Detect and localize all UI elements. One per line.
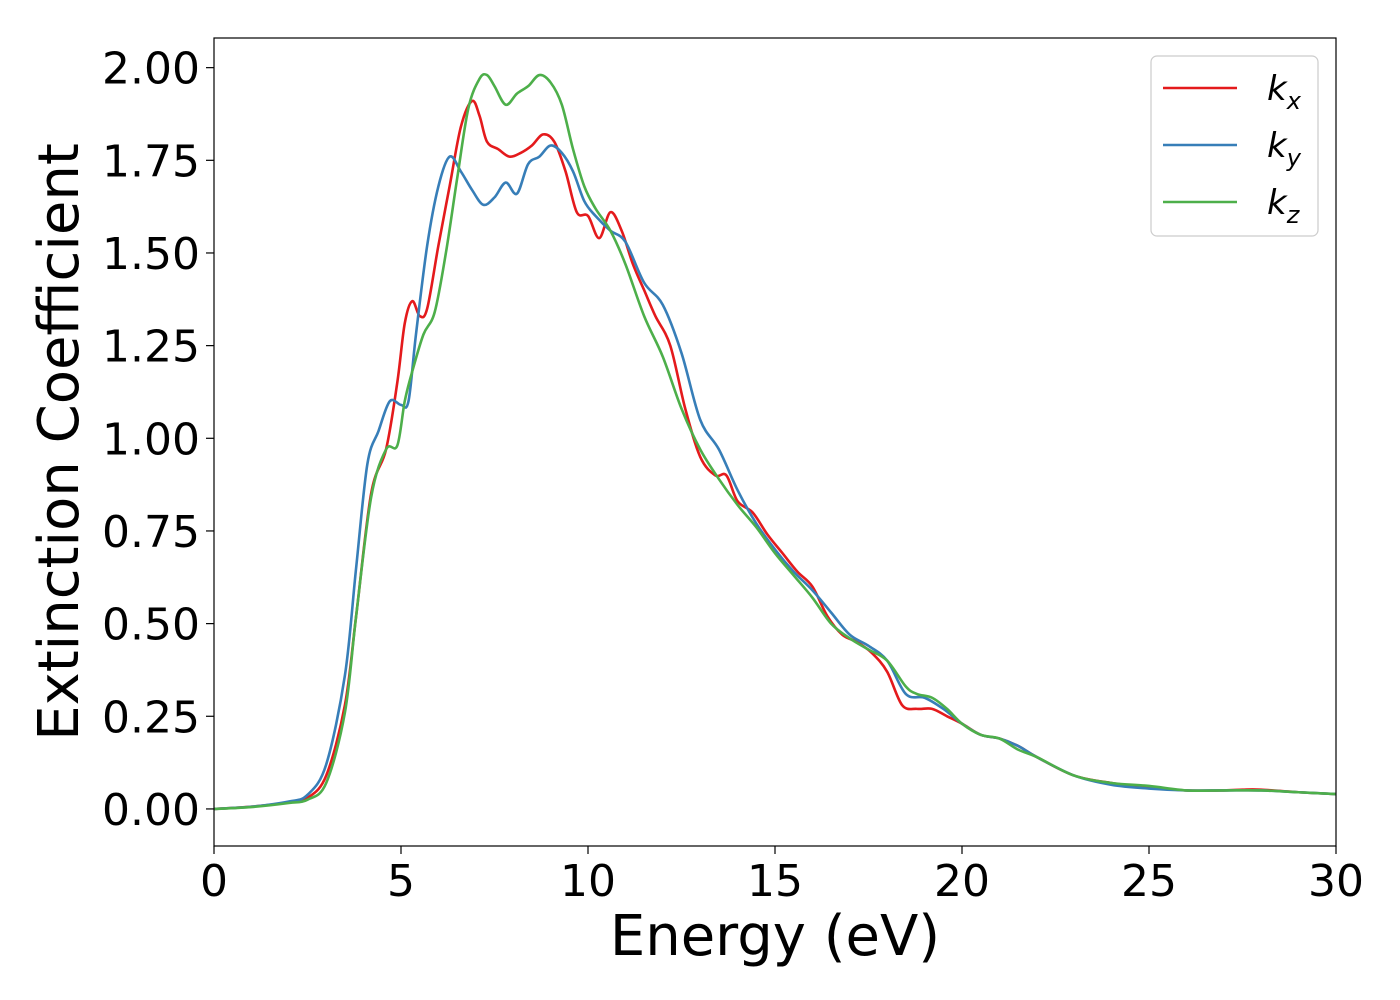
y-tick-label: 0.25 [102,692,200,743]
y-tick-label: 1.00 [102,414,200,465]
y-tick-label: 1.75 [102,136,200,187]
y-tick-label: 1.50 [102,229,200,280]
series-line-z [214,72,1336,811]
x-tick-label: 10 [560,856,616,907]
y-tick-label: 2.00 [102,44,200,95]
x-tick-label: 25 [1121,856,1177,907]
x-tick-label: 15 [747,856,803,907]
legend-label-x: kx [1267,69,1302,115]
x-tick-label: 0 [200,856,228,907]
x-axis: 0 5 10 15 20 25 30 [200,846,1364,907]
x-tick-label: 20 [934,856,990,907]
legend-label-z: kz [1267,183,1301,229]
series-line-y [214,144,1336,811]
series-layer [214,72,1336,811]
legend: kx ky kz [1150,55,1319,237]
y-tick-label: 0.75 [102,507,200,558]
y-tick-label: 1.25 [102,322,200,373]
y-tick-label: 0.50 [102,600,200,651]
y-axis: 0.00 0.25 0.50 0.75 1.00 1.25 1.50 1.75 2.00 [102,44,214,836]
y-tick-label: 0.00 [102,785,200,836]
legend-label-y: ky [1267,126,1302,172]
x-tick-label: 5 [387,856,415,907]
x-tick-label: 30 [1308,856,1364,907]
x-axis-label: Energy (eV) [610,904,940,969]
y-axis-label: Extinction Coefficient [27,143,92,741]
